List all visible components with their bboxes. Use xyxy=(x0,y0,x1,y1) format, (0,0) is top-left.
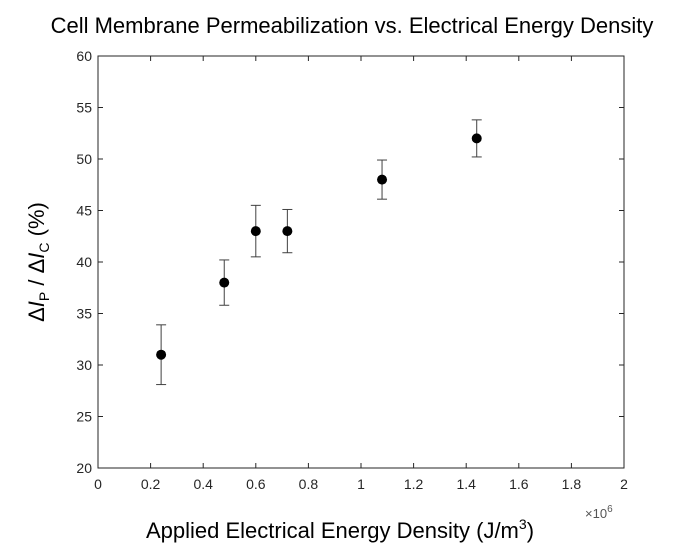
x-tick-label: 1.6 xyxy=(509,476,529,492)
y-tick-label: 50 xyxy=(76,151,92,167)
x-axis-label: Applied Electrical Energy Density (J/m3) xyxy=(146,516,534,543)
x-tick-label: 2 xyxy=(620,476,628,492)
x-tick-label: 1.2 xyxy=(404,476,424,492)
y-tick-label: 45 xyxy=(76,203,92,219)
x-tick-label: 0.2 xyxy=(141,476,161,492)
y-tick-label: 55 xyxy=(76,100,92,116)
y-tick-label: 60 xyxy=(76,48,92,64)
y-tick-label: 35 xyxy=(76,306,92,322)
data-point xyxy=(250,226,261,237)
y-tick-label: 40 xyxy=(76,254,92,270)
y-axis: 20 25 30 35 40 45 50 55 60 xyxy=(76,48,624,476)
data-point xyxy=(219,277,230,288)
x-tick-label: 1.8 xyxy=(562,476,582,492)
x-tick-label: 0 xyxy=(94,476,102,492)
data-point xyxy=(471,133,482,144)
x-axis: 0 0.2 0.4 0.6 0.8 1 1.2 1.4 1.6 1.8 2 xyxy=(94,56,628,492)
y-tick-label: 20 xyxy=(76,460,92,476)
y-tick-label: 25 xyxy=(76,409,92,425)
x-tick-label: 1.4 xyxy=(456,476,476,492)
data-point xyxy=(377,174,388,185)
data-series xyxy=(156,119,482,386)
y-tick-label: 30 xyxy=(76,357,92,373)
x-tick-label: 0.8 xyxy=(299,476,319,492)
plot-area xyxy=(97,55,625,469)
chart-title: Cell Membrane Permeabilization vs. Elect… xyxy=(51,13,654,38)
data-point xyxy=(156,349,167,360)
data-point xyxy=(282,226,293,237)
y-axis-label: ΔIP / ΔIC (%) xyxy=(24,202,52,322)
x-tick-label: 0.4 xyxy=(193,476,213,492)
x-tick-label: 0.6 xyxy=(246,476,266,492)
x-tick-label: 1 xyxy=(357,476,365,492)
x-axis-multiplier: ×106 xyxy=(585,504,613,521)
